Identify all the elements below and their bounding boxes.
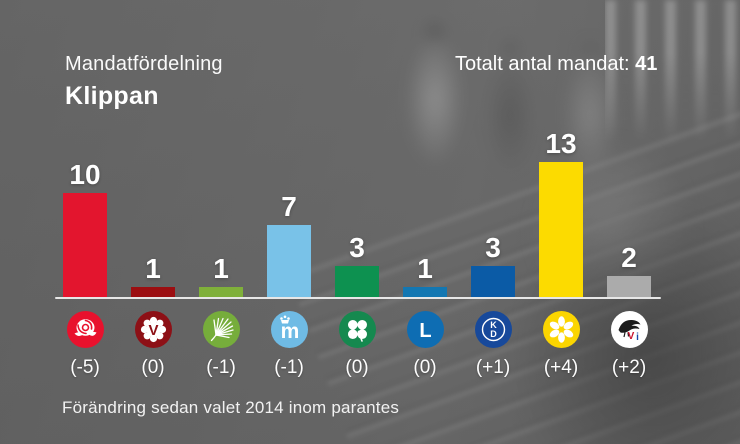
change-label: (+2) xyxy=(611,357,647,378)
kd-seat-bar xyxy=(471,266,515,297)
bar-area: 3 xyxy=(459,127,527,297)
x-axis-line xyxy=(55,297,661,299)
svg-text:V: V xyxy=(148,322,158,339)
chart-subtitle: Mandatfördelning xyxy=(65,53,223,75)
change-label: (+4) xyxy=(543,357,579,378)
svg-text:V: V xyxy=(627,331,634,342)
vf-seat-bar xyxy=(607,276,651,297)
party-column-s: 10 (-5) xyxy=(51,127,119,377)
bar-area: 10 xyxy=(51,127,119,297)
change-label: (0) xyxy=(413,357,437,378)
party-column-l: 1 L (0) xyxy=(391,127,459,377)
l-seat-bar xyxy=(403,287,447,297)
change-label: (0) xyxy=(345,357,369,378)
mp-dandelion-icon xyxy=(202,311,240,348)
bar-area: 1 xyxy=(391,127,459,297)
bar-area: 7 xyxy=(255,127,323,297)
m-letter-icon: m xyxy=(270,311,308,348)
m-seat-bar xyxy=(267,225,311,297)
seat-count-label: 1 xyxy=(417,253,433,284)
seat-count-label: 2 xyxy=(621,242,637,273)
change-label: (-5) xyxy=(70,357,100,378)
bar-area: 1 xyxy=(187,127,255,297)
seat-count-label: 1 xyxy=(145,253,161,284)
svg-text:D: D xyxy=(490,329,497,339)
seat-count-label: 3 xyxy=(349,232,365,263)
v-flower-icon: V xyxy=(134,311,172,348)
sd-seat-bar xyxy=(539,162,583,297)
bar-area: 2 xyxy=(595,127,663,297)
sd-flower-icon xyxy=(542,311,580,348)
bar-area: 3 xyxy=(323,127,391,297)
v-seat-bar xyxy=(131,287,175,297)
seat-count-label: 3 xyxy=(485,232,501,263)
party-column-mp: 1 (-1) xyxy=(187,127,255,377)
chart-columns: 10 (-5) 1 V (0) 1 xyxy=(51,127,663,377)
seat-count-label: 7 xyxy=(281,191,297,222)
c-clover-icon xyxy=(338,311,376,348)
vf-bird-icon: V i xyxy=(610,311,648,348)
party-column-sd: 13 (+4) xyxy=(527,127,595,377)
total-seats-value: 41 xyxy=(635,53,658,75)
total-seats-label: Totalt antal mandat: xyxy=(455,53,630,75)
svg-text:i: i xyxy=(636,332,639,343)
kd-letters-icon: K D xyxy=(474,311,512,348)
page-title: Klippan xyxy=(65,82,159,110)
party-column-vf: 2 V i (+2) xyxy=(595,127,663,377)
seat-count-label: 10 xyxy=(69,159,101,190)
bar-chart: 10 (-5) 1 V (0) 1 xyxy=(51,127,663,377)
s-rose-icon xyxy=(66,311,104,348)
seat-count-label: 1 xyxy=(213,253,229,284)
party-column-v: 1 V (0) xyxy=(119,127,187,377)
party-column-c: 3 (0) xyxy=(323,127,391,377)
change-label: (0) xyxy=(141,357,165,378)
bar-area: 13 xyxy=(527,127,595,297)
bar-area: 1 xyxy=(119,127,187,297)
party-column-m: 7 m (-1) xyxy=(255,127,323,377)
c-seat-bar xyxy=(335,266,379,297)
change-label: (+1) xyxy=(475,357,511,378)
l-letter-icon: L xyxy=(406,311,444,348)
svg-text:L: L xyxy=(419,320,431,342)
mp-seat-bar xyxy=(199,287,243,297)
change-label: (-1) xyxy=(274,357,304,378)
footnote: Förändring sedan valet 2014 inom parante… xyxy=(62,398,400,417)
total-seats: Totalt antal mandat: 41 xyxy=(455,53,657,76)
change-label: (-1) xyxy=(206,357,236,378)
svg-text:K: K xyxy=(490,320,497,330)
party-column-kd: 3 K D (+1) xyxy=(459,127,527,377)
s-seat-bar xyxy=(63,193,107,297)
seat-count-label: 13 xyxy=(545,128,577,159)
svg-text:m: m xyxy=(280,320,299,343)
